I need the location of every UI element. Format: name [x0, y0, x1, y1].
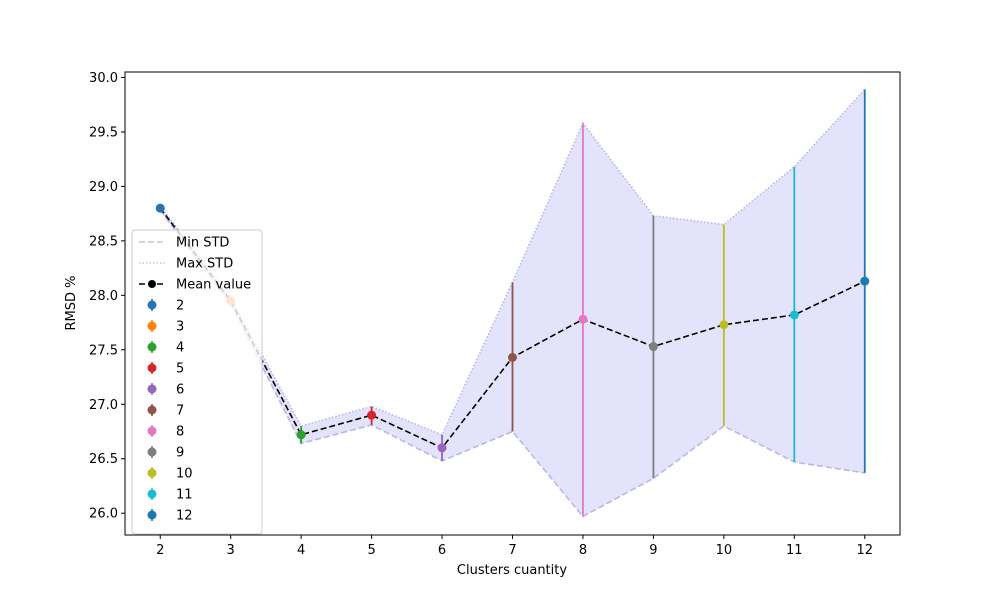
- y-tick-label: 26.0: [89, 507, 118, 522]
- legend-label: 9: [176, 446, 184, 461]
- x-tick-label: 6: [438, 543, 446, 558]
- legend-box: [131, 229, 263, 535]
- y-axis-label: RMSD %: [64, 276, 79, 331]
- legend-label: 12: [176, 509, 193, 524]
- max-std-line: [159, 88, 866, 436]
- legend-handle-marker: [147, 405, 157, 415]
- legend-handle-marker: [147, 489, 157, 499]
- y-tick-label: 26.5: [89, 452, 118, 467]
- min-std-line: [159, 209, 865, 518]
- legend-handle-marker: [147, 447, 157, 457]
- legend-handle-marker: [147, 363, 157, 373]
- x-tick-label: 4: [297, 543, 305, 558]
- y-tick-label: 29.0: [89, 180, 118, 195]
- legend-label: 10: [176, 467, 193, 482]
- data-point-11: [789, 310, 799, 320]
- legend-label: Max STD: [176, 257, 233, 272]
- legend-handle-marker: [148, 280, 156, 288]
- legend-label: 8: [176, 425, 184, 440]
- x-tick-label: 8: [579, 543, 587, 558]
- legend-label: 3: [176, 320, 184, 335]
- y-tick-label: 29.5: [89, 125, 118, 140]
- x-tick-label: 5: [367, 543, 375, 558]
- data-point-5: [367, 410, 377, 420]
- x-tick-label: 9: [649, 543, 657, 558]
- data-point-4: [296, 430, 306, 440]
- legend-handle-marker: [147, 342, 157, 352]
- y-tick-label: 27.5: [89, 343, 118, 358]
- legend-handle-marker: [147, 468, 157, 478]
- legend-label: 2: [176, 299, 184, 314]
- legend-handle-marker: [147, 300, 157, 310]
- legend-handle-marker: [147, 321, 157, 331]
- x-axis-label: Clusters cuantity: [457, 563, 567, 578]
- data-point-10: [719, 320, 729, 330]
- legend-label: 7: [176, 404, 184, 419]
- data-point-8: [578, 314, 588, 324]
- x-tick-label: 3: [227, 543, 235, 558]
- legend-label: 5: [176, 362, 184, 377]
- legend-label: 6: [176, 383, 184, 398]
- x-tick-label: 2: [156, 543, 164, 558]
- data-point-7: [508, 352, 517, 362]
- data-point-9: [648, 342, 658, 352]
- x-tick-label: 7: [508, 543, 516, 558]
- legend-label: 4: [176, 341, 184, 356]
- data-point-2: [155, 203, 165, 213]
- data-point-6: [437, 443, 447, 453]
- x-tick-label: 10: [716, 543, 733, 558]
- y-tick-label: 28.0: [89, 289, 118, 304]
- legend-label: 11: [176, 488, 193, 503]
- legend-label: Mean value: [176, 278, 251, 293]
- data-point-12: [860, 276, 870, 286]
- axes: 2 3 4 5 6 7 8 9 10 11 1226.026.527.027.528.028.529…: [89, 71, 901, 558]
- y-tick-label: 30.0: [89, 71, 118, 86]
- legend: Min STD Max STD Mean value 2 3 4 5 6 7 8 9 10 11 12: [131, 229, 263, 535]
- x-tick-label: 11: [786, 543, 803, 558]
- plot-area: [155, 88, 870, 518]
- legend-handle-marker: [147, 384, 157, 394]
- legend-label: Min STD: [176, 236, 229, 251]
- y-tick-label: 27.0: [89, 398, 118, 413]
- legend-handle-marker: [147, 426, 157, 436]
- legend-handle-marker: [147, 510, 157, 520]
- y-tick-label: 28.5: [89, 234, 118, 249]
- x-tick-label: 12: [856, 543, 873, 558]
